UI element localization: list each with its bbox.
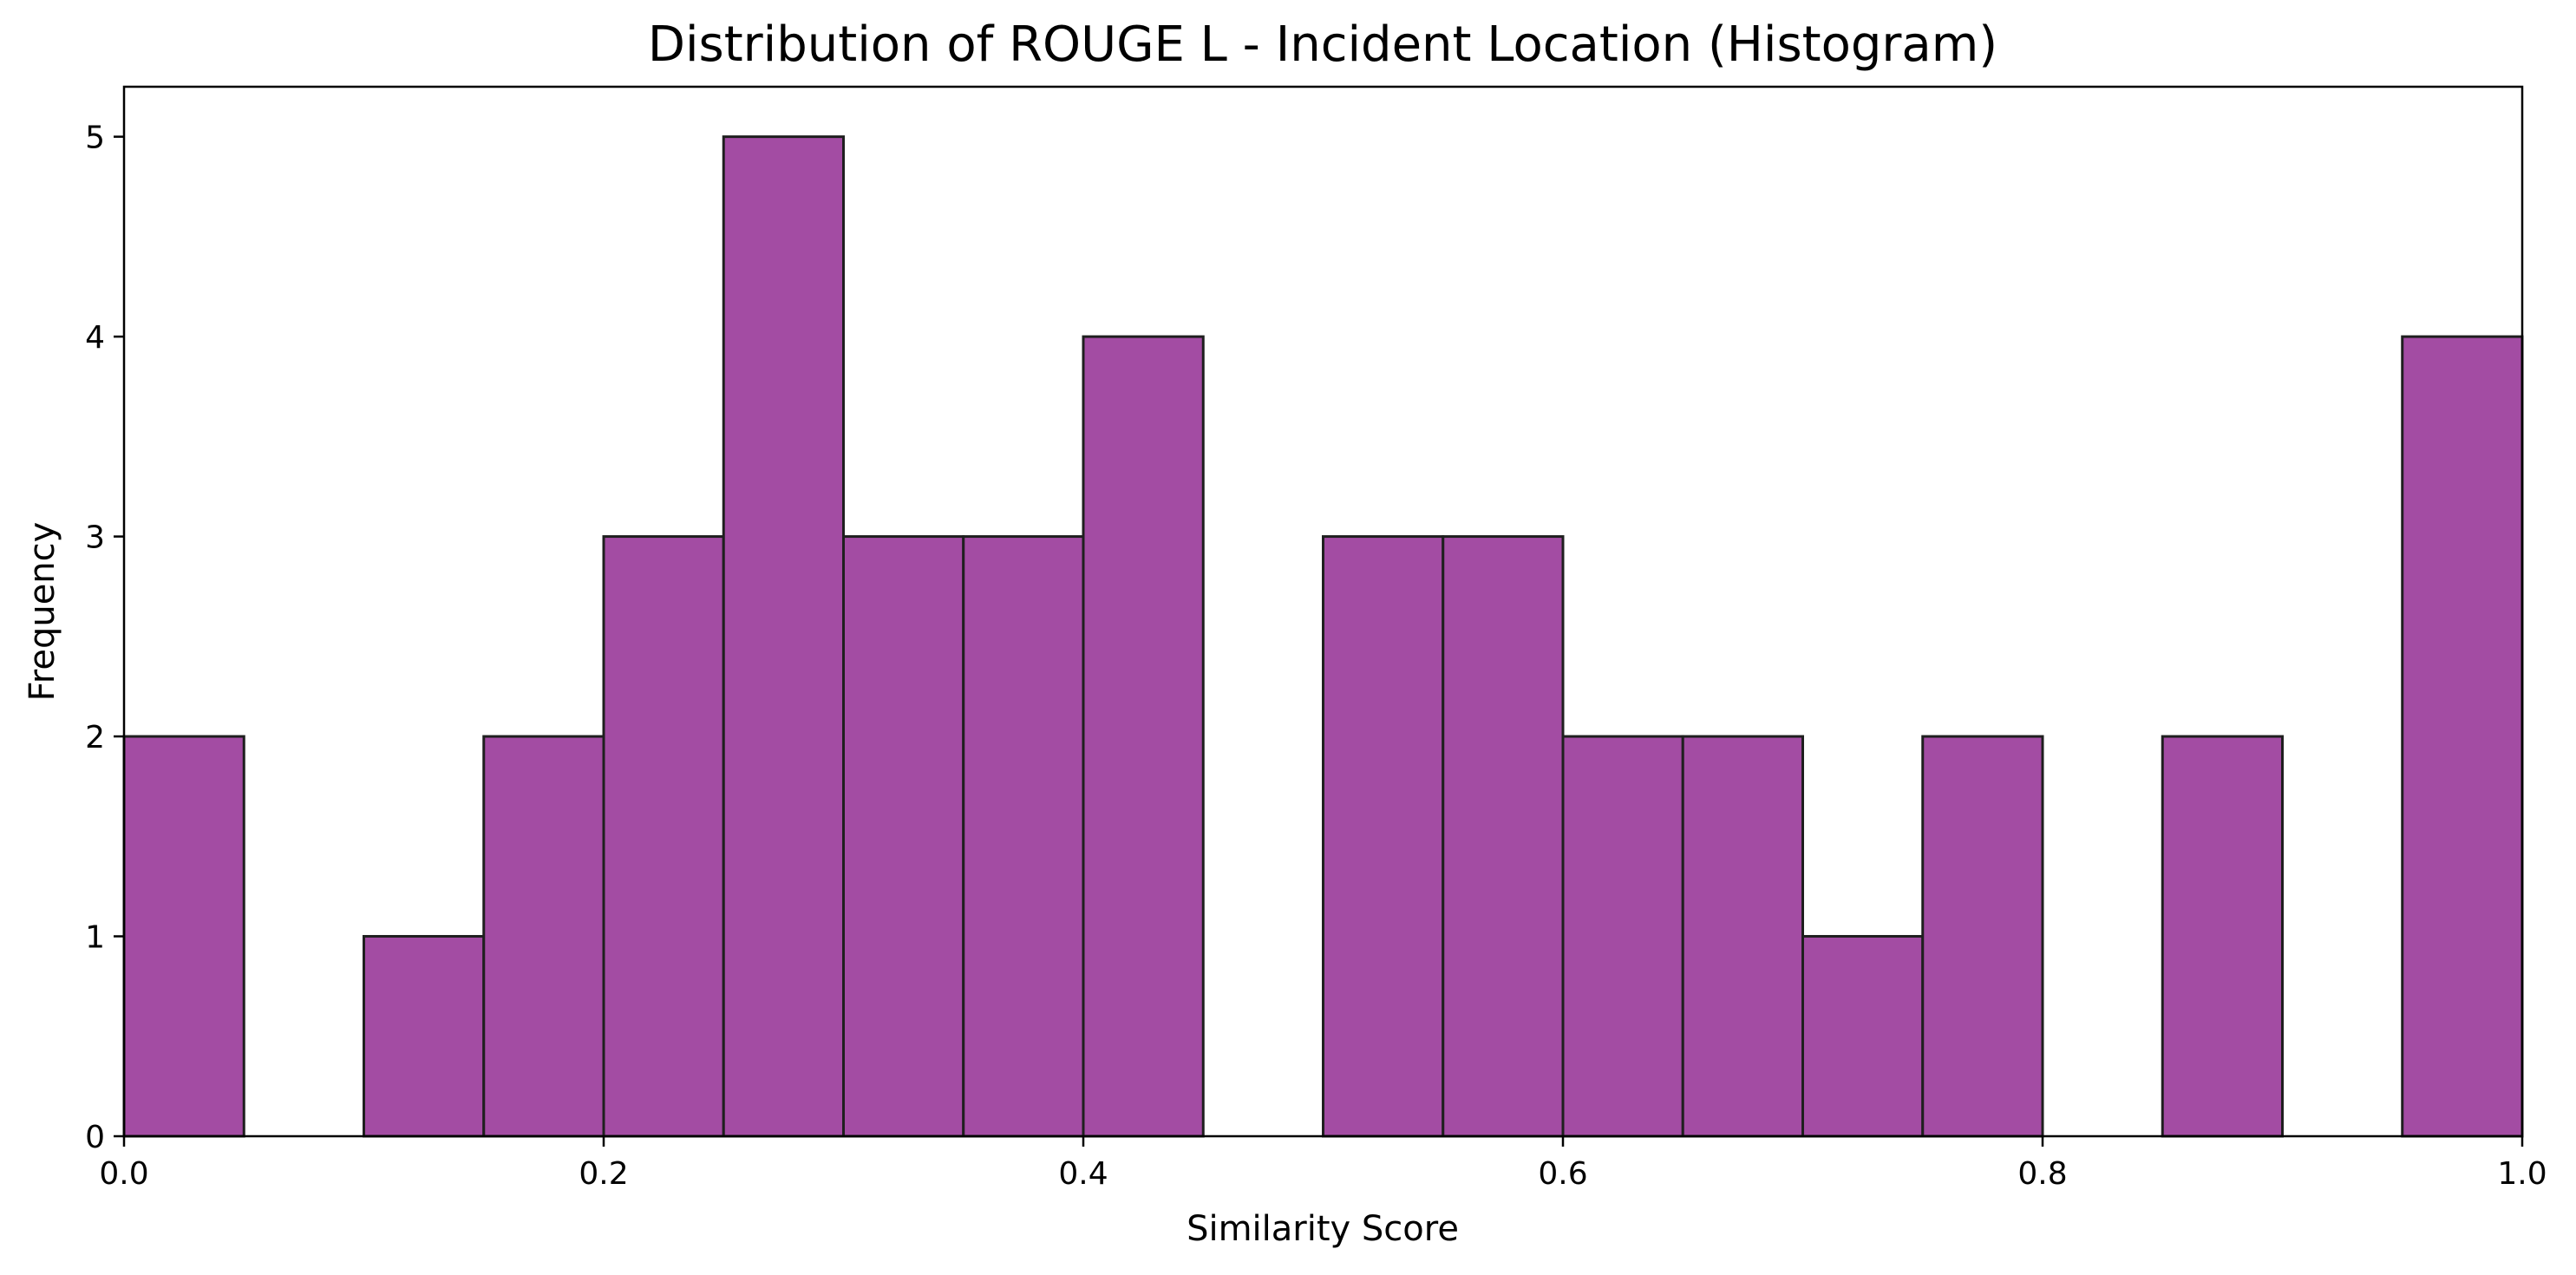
- y-axis-label: Frequency: [23, 522, 62, 702]
- histogram-bar: [363, 935, 486, 1138]
- x-tick-label: 0.6: [1538, 1156, 1587, 1192]
- x-axis-ticks: 0.0 0.2 0.4 0.6 0.8 1.0: [99, 1136, 2547, 1192]
- x-tick-label: 0.0: [99, 1156, 148, 1192]
- y-tick-label: 5: [85, 121, 105, 156]
- y-tick-label: 3: [85, 520, 105, 556]
- y-tick-label: 2: [85, 720, 105, 755]
- y-axis-ticks: 0 1 2 3 4 5: [85, 121, 124, 1155]
- histogram-bar: [1681, 735, 1804, 1138]
- y-tick-label: 0: [85, 1120, 105, 1155]
- bars-group: [122, 135, 2524, 1138]
- histogram-bar: [482, 735, 605, 1138]
- histogram-bar: [962, 535, 1085, 1138]
- x-tick-label: 1.0: [2497, 1156, 2547, 1192]
- histogram-bar: [842, 535, 965, 1138]
- histogram-bar: [1082, 335, 1205, 1138]
- x-tick-label: 0.4: [1058, 1156, 1108, 1192]
- x-axis-label: Similarity Score: [1187, 1209, 1459, 1249]
- y-tick-label: 1: [85, 920, 105, 956]
- plot-frame: [122, 85, 2524, 1138]
- histogram-bar: [1801, 935, 1925, 1138]
- chart-title: Distribution of ROUGE L - Incident Locat…: [648, 16, 1997, 73]
- x-tick-label: 0.8: [2017, 1156, 2067, 1192]
- histogram-bar: [1322, 535, 1445, 1138]
- x-tick-label: 0.2: [579, 1156, 628, 1192]
- y-tick-label: 4: [85, 320, 105, 356]
- histogram-bar: [1921, 735, 2044, 1138]
- histogram-bar: [2161, 735, 2284, 1138]
- histogram-bar: [2401, 335, 2524, 1138]
- histogram-bar: [602, 535, 725, 1138]
- histogram-bar: [122, 735, 245, 1138]
- histogram-bar: [1561, 735, 1684, 1138]
- histogram-bar: [722, 135, 845, 1138]
- histogram-bar: [1442, 535, 1565, 1138]
